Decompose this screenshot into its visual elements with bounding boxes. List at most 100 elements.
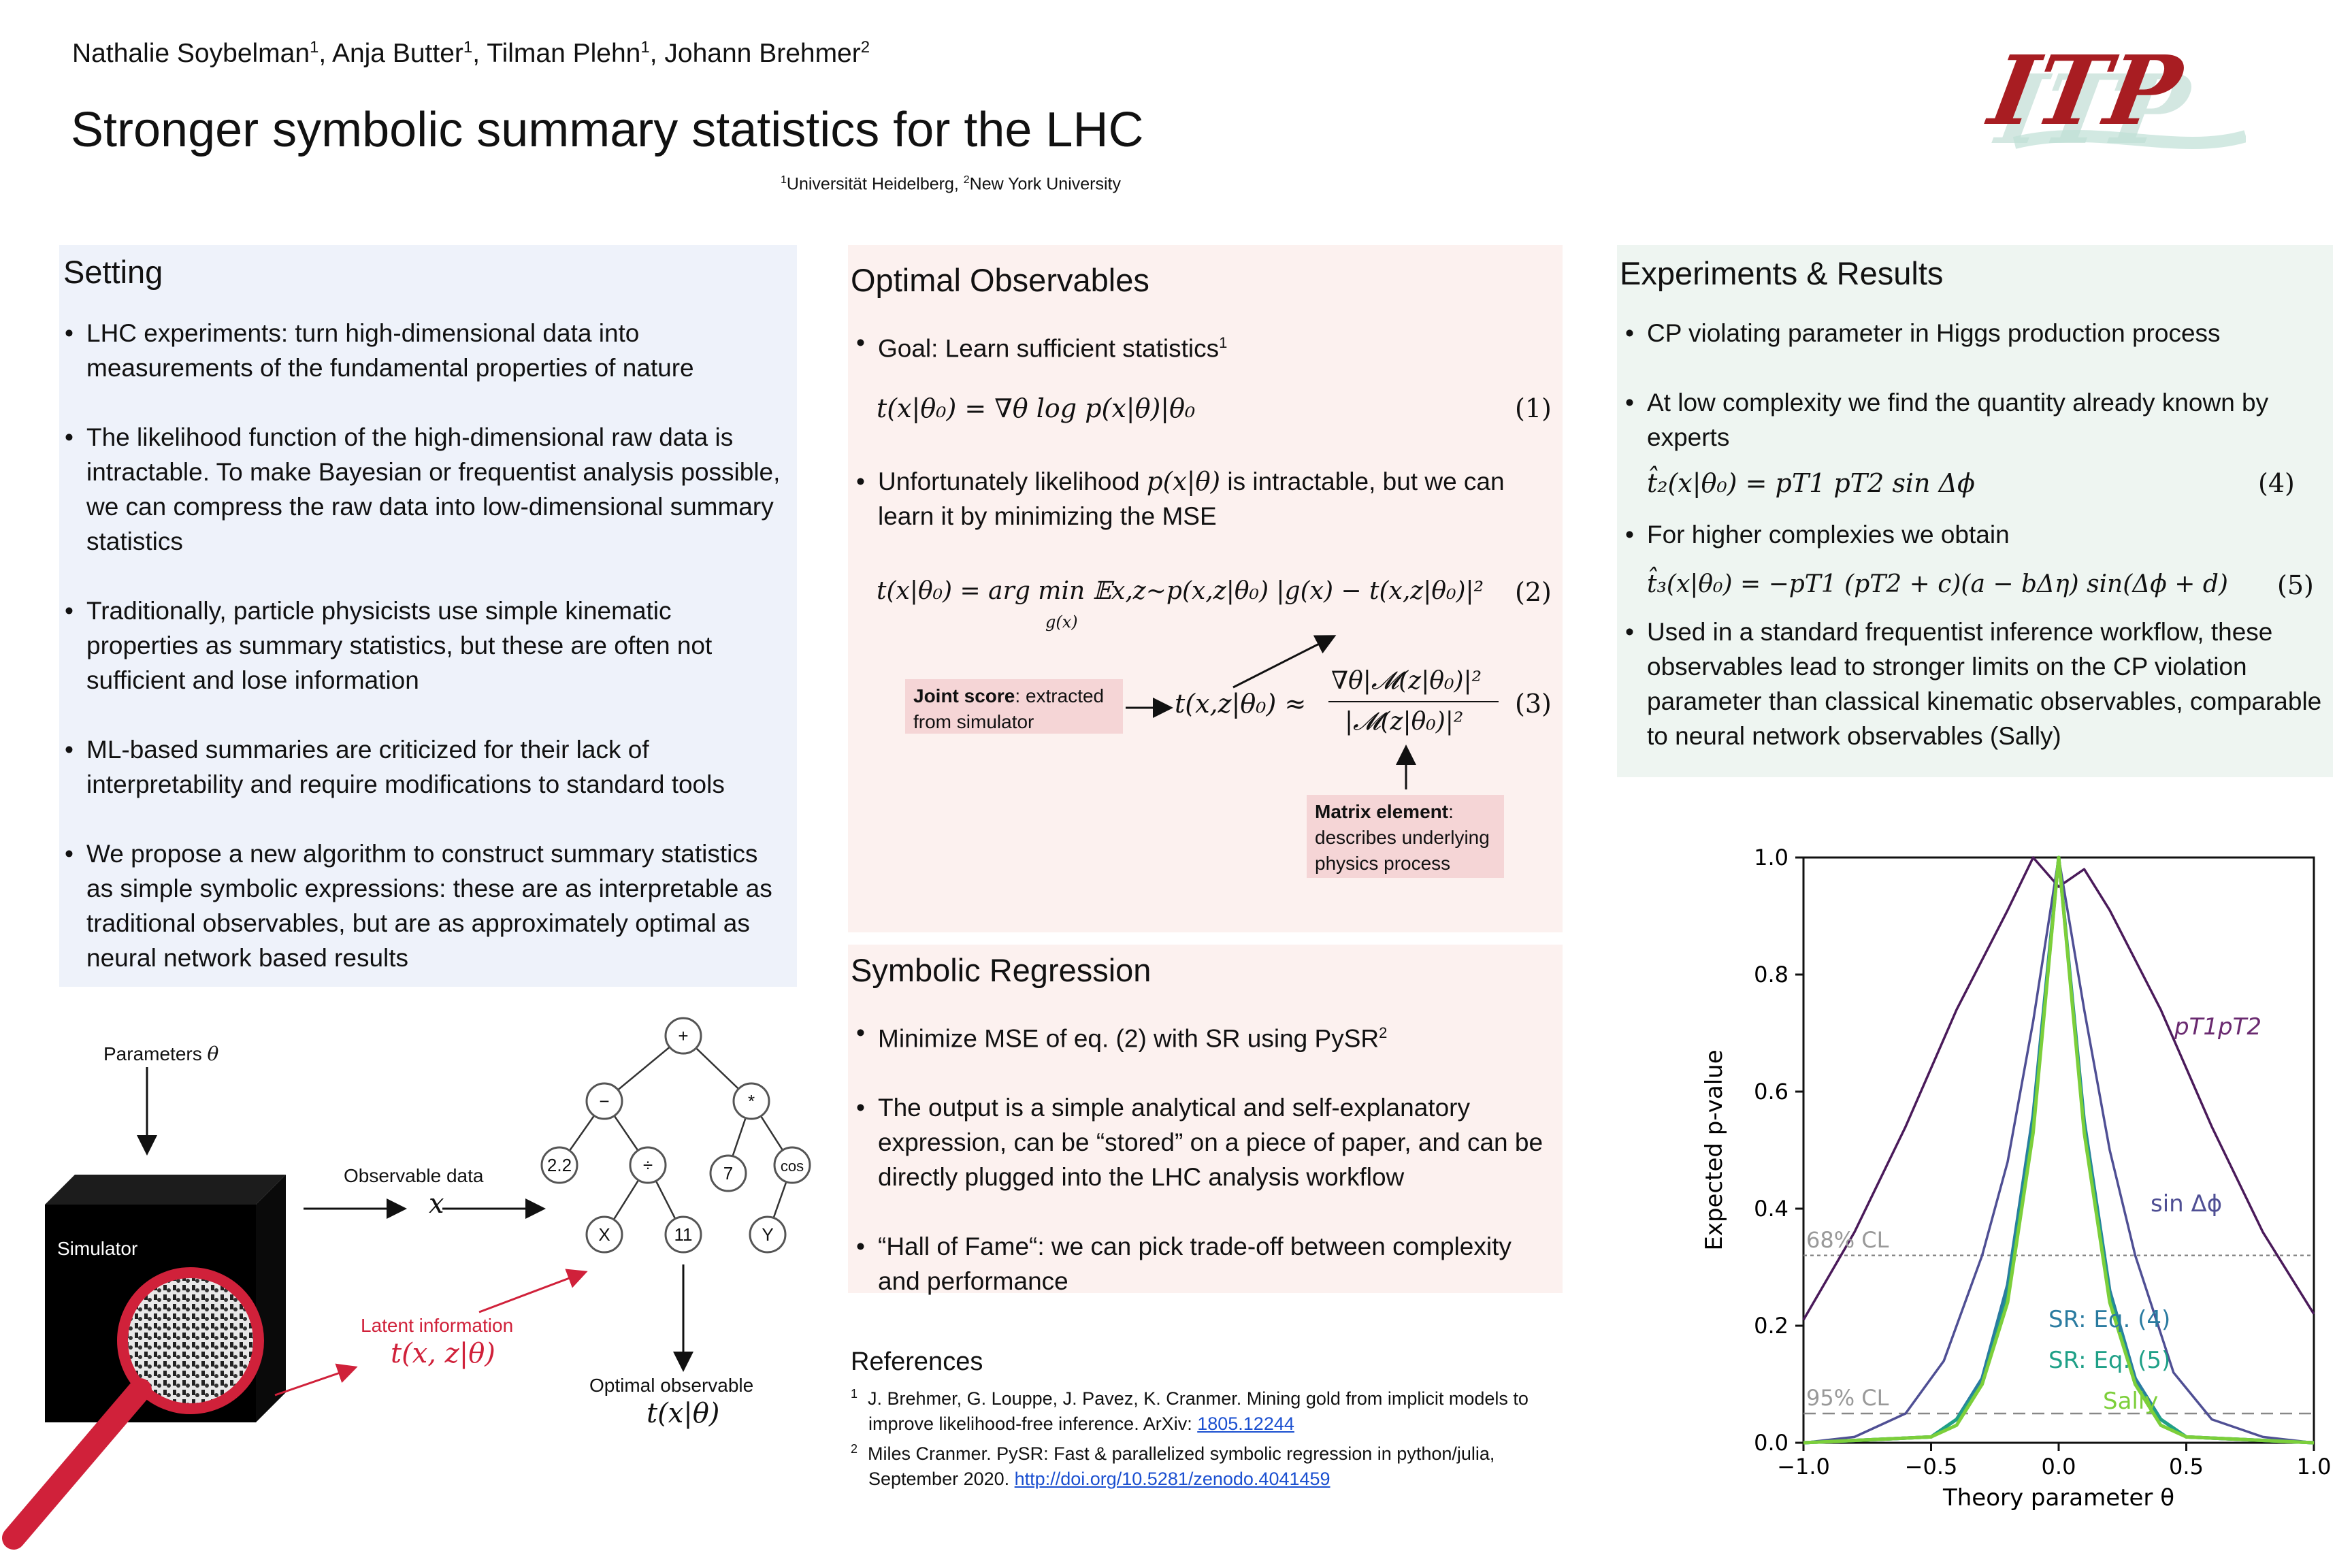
optimal-unfortunately-list: Unfortunately likelihood p(x|θ) is intra… xyxy=(856,464,1550,568)
p-value-chart: −1.0 −0.5 0.0 0.5 1.0 0.0 0.2 0.4 0.6 0.8 1.0 Theor… xyxy=(1701,845,2332,1512)
parameters-text: Parameters xyxy=(103,1043,202,1064)
equation-2-sub: g(x) xyxy=(1045,612,1078,632)
joint-score-bold: Joint score xyxy=(913,685,1015,706)
simulator-cube-top xyxy=(45,1175,286,1205)
goal-text: Goal: Learn sufficient statistics xyxy=(878,334,1220,363)
tree-nodes: + − * 2.2 ÷ 7 cos X 11 Y xyxy=(540,1017,811,1254)
ref-text: J. Brehmer, G. Louppe, J. Pavez, K. Cran… xyxy=(868,1388,1529,1434)
equation-1-number: (1) xyxy=(1515,393,1552,423)
y-tick-label: 1.0 xyxy=(1754,845,1788,870)
latent-arrow-left xyxy=(274,1363,358,1396)
cl-label: 95% CL xyxy=(1806,1385,1889,1411)
matrix-rest: : describes underlying physics process xyxy=(1315,801,1490,874)
magnifier-glass xyxy=(117,1267,264,1414)
ref-text: Miles Cranmer. PySR: Fast & parallelized… xyxy=(868,1443,1495,1489)
tree-node-divide xyxy=(629,1146,667,1184)
results-bullets: CP violating parameter in Higgs producti… xyxy=(1625,316,2326,788)
itp-logo: ITP ITP xyxy=(1980,41,2246,157)
symbolic-heading: Symbolic Regression xyxy=(851,952,1152,988)
author-name: Nathalie Soybelman xyxy=(72,39,310,68)
equation-3-lhs: t(x,z|θ₀) ≈ xyxy=(1175,689,1307,719)
equation-3-number: (3) xyxy=(1515,689,1552,719)
joint-score-rest: : extracted from simulator xyxy=(913,685,1105,732)
ref-link-doi[interactable]: http://doi.org/10.5281/zenodo.4041459 xyxy=(1014,1469,1330,1489)
series-label: pT1pT2 xyxy=(2174,1013,2261,1041)
tree-node-y xyxy=(749,1215,787,1254)
affil-mark: 1 xyxy=(781,174,787,186)
tree-node-label: 11 xyxy=(674,1224,693,1245)
author-name: Tilman Plehn xyxy=(487,39,641,68)
ref-link-arxiv[interactable]: 1805.12244 xyxy=(1197,1414,1294,1434)
results-bullet: At low complexity we find the quantity a… xyxy=(1625,385,2326,455)
equation-3-denominator: |𝓜(z|θ₀)|² xyxy=(1345,708,1464,736)
author-name: Johann Brehmer xyxy=(664,39,861,68)
equation-2: t(x|θ₀) = arg min 𝔼x,z∼p(x,z|θ₀) |g(x) −… xyxy=(877,577,1484,605)
y-tick-label: 0.8 xyxy=(1754,962,1788,987)
tree-edges xyxy=(558,1035,794,1235)
results-panel: Experiments & Results CP violating param… xyxy=(1617,245,2333,777)
workflow-diagram: Parameters θ Observable data x Latent in… xyxy=(0,1007,817,1565)
tree-node-7 xyxy=(709,1154,747,1192)
optimal-observable-label: Optimal observable xyxy=(589,1375,754,1396)
tree-node-plus xyxy=(664,1017,702,1055)
y-tick-label: 0.2 xyxy=(1754,1313,1788,1339)
results-bullet: CP violating parameter in Higgs producti… xyxy=(1625,316,2326,350)
latent-math: t(x, z|θ) xyxy=(391,1338,495,1369)
y-tick-label: 0.4 xyxy=(1754,1196,1788,1222)
equation-4: t̂₂(x|θ₀) = pT1 pT2 sin Δϕ xyxy=(1647,468,1975,498)
x-tick-label: 0.5 xyxy=(2169,1454,2204,1480)
tree-node-label: − xyxy=(599,1091,609,1111)
optimal-observable-math: t(x|θ) xyxy=(647,1398,720,1429)
series-label: Sally xyxy=(2103,1388,2158,1415)
goal-ref: 1 xyxy=(1219,334,1228,351)
affiliations: 1Universität Heidelberg, 2New York Unive… xyxy=(781,174,1121,194)
author-aff: 1 xyxy=(640,38,650,56)
x-axis-label: Theory parameter θ xyxy=(1942,1484,2174,1512)
optimal-heading: Optimal Observables xyxy=(851,262,1149,298)
equation-5-number: (5) xyxy=(2277,570,2314,600)
setting-heading: Setting xyxy=(63,254,163,290)
unfortunately-a: Unfortunately likelihood xyxy=(878,468,1140,495)
ref-mark: 2 xyxy=(851,1442,858,1456)
results-bullet: For higher complexies we obtain xyxy=(1625,517,2326,552)
tree-node-label: 7 xyxy=(723,1163,733,1183)
diagram-graphics: Simulator + − * 2.2 ÷ 7 cos xyxy=(2,1017,811,1550)
equation-5: t̂₃(x|θ₀) = −pT1 (pT2 + c)(a − bΔη) sin(… xyxy=(1647,570,2228,598)
series-label: SR: Eq. (5) xyxy=(2048,1347,2170,1374)
equation-4-number: (4) xyxy=(2258,468,2295,498)
setting-bullet: The likelihood function of the high-dime… xyxy=(65,420,786,559)
y-tick-label: 0.6 xyxy=(1754,1079,1788,1105)
symbolic-bullet: The output is a simple analytical and se… xyxy=(856,1090,1557,1194)
simulator-cube-side xyxy=(256,1175,286,1422)
logo-text: ITP xyxy=(1980,41,2192,147)
tree-node-cos xyxy=(773,1146,811,1184)
goal-bullet: Goal: Learn sufficient statistics1 xyxy=(856,325,1550,365)
x-tick-label: 1.0 xyxy=(2297,1454,2332,1480)
series-label: SR: Eq. (4) xyxy=(2048,1306,2170,1333)
optimal-arrows xyxy=(1126,635,1416,789)
setting-panel: Setting LHC experiments: turn high-dimen… xyxy=(59,245,797,987)
symbolic-bullets: Minimize MSE of eq. (2) with SR using Py… xyxy=(856,1015,1557,1333)
tree-node-label: * xyxy=(748,1091,755,1111)
tree-node-2-2 xyxy=(540,1146,578,1184)
x-tick-label: −1.0 xyxy=(1777,1454,1830,1480)
author-aff: 1 xyxy=(310,38,319,56)
tree-node-label: cos xyxy=(781,1158,804,1175)
observable-label: Observable data xyxy=(344,1165,484,1186)
unfortunately-b: is intractable, but we can learn it by m… xyxy=(878,468,1505,530)
reference-item: 1 J. Brehmer, G. Louppe, J. Pavez, K. Cr… xyxy=(851,1382,1586,1437)
x-tick-label: 0.0 xyxy=(2042,1454,2076,1480)
results-heading: Experiments & Results xyxy=(1620,255,1944,291)
author-name: Anja Butter xyxy=(331,39,463,68)
observable-math: x xyxy=(429,1188,444,1220)
setting-bullet: ML-based summaries are criticized for th… xyxy=(65,732,786,802)
x-tick-label: −0.5 xyxy=(1905,1454,1958,1480)
matrix-element-box: Matrix element: describes underlying phy… xyxy=(1307,795,1504,878)
affil-name: New York University xyxy=(969,174,1121,194)
setting-bullet: Traditionally, particle physicists use s… xyxy=(65,593,786,698)
optimal-panel: Optimal Observables Goal: Learn sufficie… xyxy=(848,245,1563,932)
references-list: 1 J. Brehmer, G. Louppe, J. Pavez, K. Cr… xyxy=(851,1382,1586,1492)
references-heading: References xyxy=(851,1348,983,1376)
author-aff: 1 xyxy=(463,38,473,56)
tree-node-x xyxy=(585,1215,623,1254)
